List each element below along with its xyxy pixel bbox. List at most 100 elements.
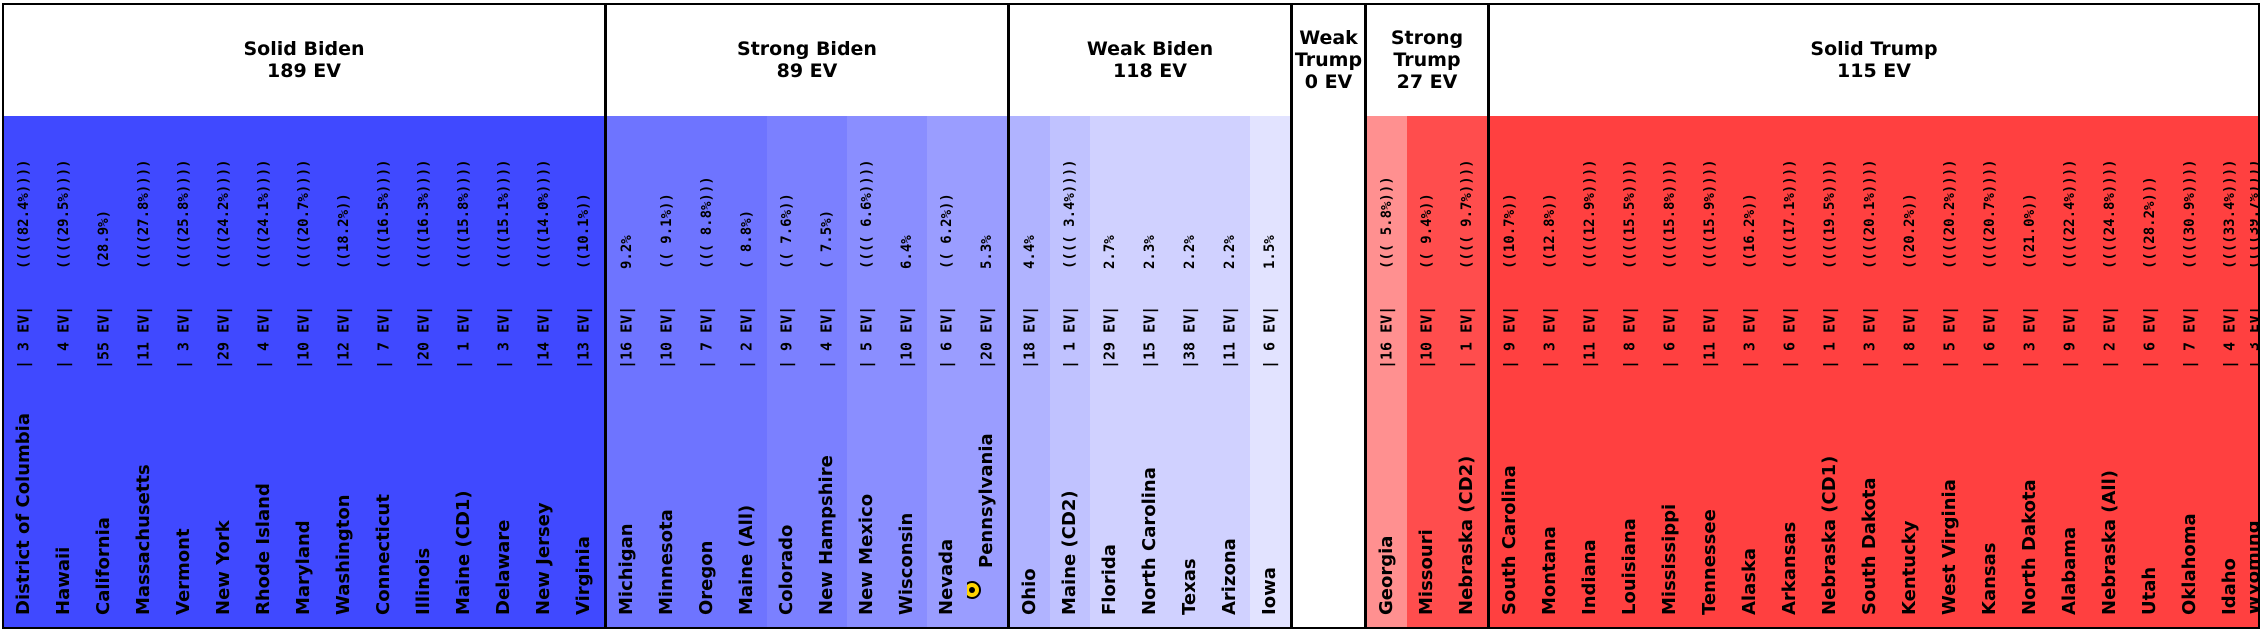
state-column: Idaho | 4 EV| ((((33.4%)))) (2210, 116, 2250, 627)
group-title-line: Solid Trump (1810, 38, 1938, 60)
state-ev-label: |16 EV| (1377, 305, 1396, 369)
state-ev-label: | 7 EV| (374, 305, 393, 369)
state-ev-label: | 3 EV| (494, 305, 513, 369)
state-ev-label: |20 EV| (414, 305, 433, 369)
state-column: California |55 EV| (28.9%) (84, 116, 124, 627)
group-title-line: Strong Biden (737, 38, 877, 60)
state-margin-label: (((( 6.6%)))) (859, 159, 875, 269)
state-column: Alaska | 3 EV| ((16.2%)) (1730, 116, 1770, 627)
group-header-strong-biden: Strong Biden 89 EV (607, 4, 1007, 116)
state-column: New Hampshire | 4 EV| ( 7.5%) (807, 116, 847, 627)
state-ev-label: | 4 EV| (817, 305, 836, 369)
state-ev-label: |14 EV| (534, 305, 553, 369)
state-margin-label: ((20.2%)) (1902, 193, 1918, 269)
state-ev-label: |29 EV| (1100, 305, 1119, 369)
state-column: South Dakota | 3 EV| ((((20.1%)))) (1850, 116, 1890, 627)
state-ev-label: | 8 EV| (1620, 305, 1639, 369)
state-margin-label: ((((14.0%)))) (536, 159, 552, 269)
state-margin-label: ((((22.4%)))) (2062, 159, 2078, 269)
state-margin-label: ((((20.7%)))) (1982, 159, 1998, 269)
state-name-label: Vermont (173, 528, 194, 615)
state-column: Nebraska (All) | 2 EV| ((((24.8%)))) (2090, 116, 2130, 627)
state-name-label: Delaware (493, 519, 514, 615)
state-column: North Carolina |15 EV| 2.3% (1130, 116, 1170, 627)
state-column: Minnesota |10 EV| (( 9.1%)) (647, 116, 687, 627)
state-name-label: Maine (CD2) (1059, 490, 1080, 615)
state-column: Indiana |11 EV| ((((12.9%)))) (1570, 116, 1610, 627)
state-column: Maine (All) | 2 EV| ( 8.8%) (727, 116, 767, 627)
group-title-line: Weak Biden (1086, 38, 1214, 60)
state-column: Maryland |10 EV| ((((20.7%)))) (284, 116, 324, 627)
state-column: Oklahoma | 7 EV| ((((30.9%)))) (2170, 116, 2210, 627)
group-separator (1007, 3, 1010, 629)
group-header-weak-biden: Weak Biden 118 EV (1010, 4, 1290, 116)
state-ev-label: | 6 EV| (1980, 305, 1999, 369)
state-margin-label: (28.9%) (96, 209, 112, 269)
state-name-label: Nebraska (CD1) (1819, 455, 1840, 615)
state-column: Arizona |11 EV| 2.2% (1210, 116, 1250, 627)
state-column: Tennessee |11 EV| ((((15.9%)))) (1690, 116, 1730, 627)
state-margin-label: ((((25.8%)))) (176, 159, 192, 269)
state-margin-label: 5.3% (979, 235, 995, 269)
state-margin-label: ((((15.9%)))) (1702, 159, 1718, 269)
state-name-label: District of Columbia (13, 413, 34, 615)
group-title-line: Trump (1294, 49, 1363, 71)
group-title-line: Strong (1390, 27, 1464, 49)
state-ev-label: | 3 EV| (174, 305, 193, 369)
state-ev-label: |15 EV| (1140, 305, 1159, 369)
group-header-solid-trump: Solid Trump 115 EV (1490, 4, 2258, 116)
group-separator (1290, 3, 1293, 629)
state-ev-label: | 3 EV| (2250, 305, 2258, 369)
state-column: Georgia |16 EV| ((( 5.8%))) (1367, 116, 1407, 627)
state-margin-label: ((((20.7%)))) (296, 159, 312, 269)
state-ev-label: | 3 EV| (1740, 305, 1759, 369)
state-name-label: Montana (1539, 526, 1560, 615)
state-column: Vermont | 3 EV| ((((25.8%)))) (164, 116, 204, 627)
state-ev-label: | 6 EV| (1780, 305, 1799, 369)
state-name-label: Washington (333, 494, 354, 615)
group-ev-total: 27 EV (1396, 71, 1458, 93)
state-column: New York |29 EV| ((((24.2%)))) (204, 116, 244, 627)
state-name-label: Maryland (293, 520, 314, 615)
state-margin-label: 6.4% (899, 235, 915, 269)
state-name-label: Minnesota (656, 509, 677, 615)
state-name-label: Ohio (1019, 568, 1040, 615)
state-column: Wisconsin |10 EV| 6.4% (887, 116, 927, 627)
group-separator (604, 3, 607, 629)
group-ev-total: 189 EV (267, 60, 341, 82)
state-column: North Dakota | 3 EV| ((21.0%)) (2010, 116, 2050, 627)
state-column: New Jersey |14 EV| ((((14.0%)))) (524, 116, 564, 627)
state-column: Pennsylvania |20 EV| 5.3% (967, 116, 1007, 627)
state-name-label: California (93, 517, 114, 615)
state-ev-label: | 1 EV| (1457, 305, 1476, 369)
state-ev-label: |11 EV| (1700, 305, 1719, 369)
state-column: Iowa | 6 EV| 1.5% (1250, 116, 1290, 627)
state-name-label: Hawaii (53, 546, 74, 615)
state-ev-label: |16 EV| (617, 305, 636, 369)
state-margin-label: ( 8.8%) (739, 209, 755, 269)
state-margin-label: 1.5% (1262, 235, 1278, 269)
state-ev-label: | 4 EV| (254, 305, 273, 369)
state-name-label: Nevada (936, 538, 957, 615)
state-margin-label: ((((15.8%)))) (1662, 159, 1678, 269)
state-margin-label: ((((12.9%)))) (1582, 159, 1598, 269)
state-column: Hawaii | 4 EV| ((((29.5%)))) (44, 116, 84, 627)
state-ev-label: |12 EV| (334, 305, 353, 369)
state-margin-label: ((((29.5%)))) (56, 159, 72, 269)
state-name-label: Nebraska (CD2) (1456, 455, 1477, 615)
state-name-label: New Jersey (533, 502, 554, 615)
state-ev-label: |55 EV| (94, 305, 113, 369)
group-header-solid-biden: Solid Biden 189 EV (4, 4, 604, 116)
state-name-label: Utah (2139, 566, 2160, 615)
state-margin-label: ((((33.4%)))) (2222, 159, 2238, 269)
state-margin-label: ((((15.1%)))) (496, 159, 512, 269)
state-name-label: Florida (1099, 544, 1120, 615)
state-column: Virginia |13 EV| ((10.1%)) (564, 116, 604, 627)
state-margin-label: 2.3% (1142, 235, 1158, 269)
state-column: Washington |12 EV| ((18.2%)) (324, 116, 364, 627)
state-name-label: South Dakota (1859, 477, 1880, 615)
state-ev-label: | 1 EV| (1060, 305, 1079, 369)
state-name-label: Iowa (1259, 567, 1280, 615)
state-ev-label: | 3 EV| (1860, 305, 1879, 369)
